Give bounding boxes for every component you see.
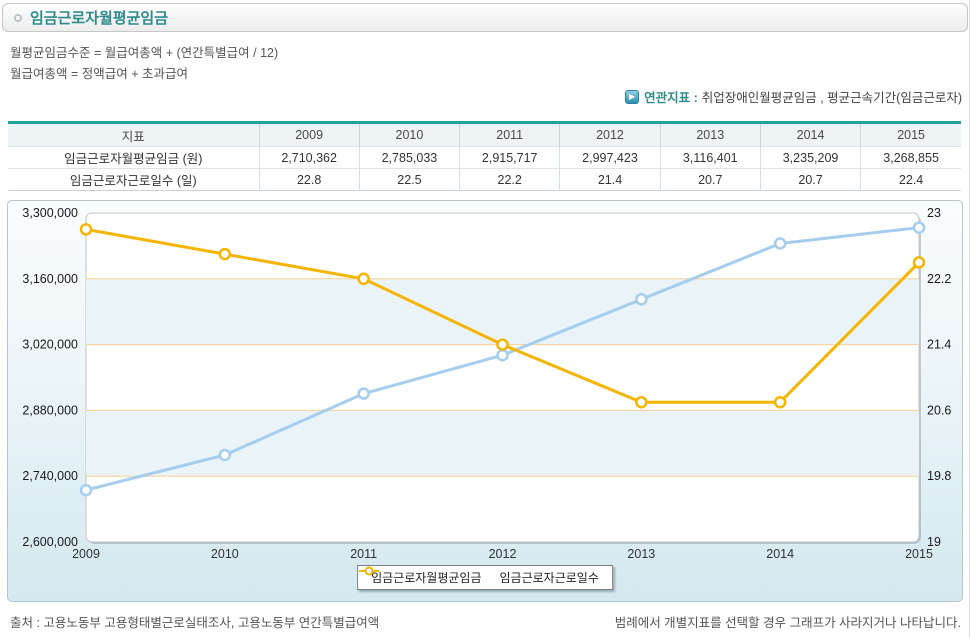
table-header-cell: 2010 [358, 122, 460, 147]
svg-text:2,600,000: 2,600,000 [22, 535, 78, 549]
table-header-cell: 2009 [258, 122, 360, 147]
table-cell: 21.4 [559, 168, 661, 191]
table-cell: 20.7 [659, 168, 761, 191]
related-indicators: ▶ 연관지표 : 취업장애인월평균임금 , 평균근속기간(임금근로자) [625, 87, 962, 106]
source-text: 출처 : 고용노동부 고용형태별근로실태조사, 고용노동부 연간특별급여액 [10, 616, 380, 630]
svg-text:3,300,000: 3,300,000 [22, 206, 78, 220]
formula-line-1: 월평균임금수준 = 월급여총액 + (연간특별급여 / 12) [10, 46, 279, 60]
related-indicators-links[interactable]: 취업장애인월평균임금 , 평균근속기간(임금근로자) [701, 91, 962, 105]
table-header-row: 지표 2009 2010 2011 2012 2013 2014 2015 [8, 122, 961, 147]
svg-text:2011: 2011 [350, 547, 377, 561]
table-header-cell: 2014 [759, 122, 861, 147]
formula-block: 월평균임금수준 = 월급여총액 + (연간특별급여 / 12) 월급여총액 = … [10, 43, 278, 85]
chart-legend: 임금근로자월평균임금 임금근로자근로일수 [357, 565, 613, 590]
table-row-label: 임금근로자근로일수 (일) [8, 168, 259, 191]
svg-text:3,020,000: 3,020,000 [22, 338, 78, 352]
table-cell: 22.2 [459, 168, 560, 191]
table-header-cell: 2013 [659, 122, 761, 147]
svg-text:2012: 2012 [489, 547, 517, 561]
svg-text:19: 19 [927, 535, 941, 549]
table-row: 임금근로자근로일수 (일) 22.8 22.5 22.2 21.4 20.7 2… [8, 168, 961, 191]
svg-text:22.2: 22.2 [927, 272, 951, 286]
legend-entry-wage[interactable]: 임금근로자월평균임금 [359, 566, 482, 586]
table-cell: 3,116,401 [659, 146, 761, 169]
svg-text:2009: 2009 [72, 547, 100, 561]
table-header-cell: 2015 [860, 122, 961, 147]
svg-text:21.4: 21.4 [927, 338, 951, 352]
svg-text:2014: 2014 [766, 547, 794, 561]
table-header-cell: 2011 [459, 122, 560, 147]
table-cell: 3,268,855 [860, 146, 961, 169]
legend-entry-workdays[interactable]: 임금근로자근로일수 [359, 566, 599, 586]
page-title: 임금근로자월평균임금 [30, 10, 169, 27]
svg-text:19.8: 19.8 [927, 469, 951, 483]
indicator-table: 지표 2009 2010 2011 2012 2013 2014 2015 임금… [8, 121, 961, 191]
yellow-line-marker-icon [359, 566, 380, 576]
legend-label: 임금근로자월평균임금 [371, 571, 482, 585]
table-cell: 22.8 [258, 168, 360, 191]
table-cell: 20.7 [759, 168, 861, 191]
legend-label: 임금근로자근로일수 [499, 571, 599, 585]
svg-text:2,880,000: 2,880,000 [22, 403, 78, 417]
svg-text:2,740,000: 2,740,000 [22, 469, 78, 483]
chart-container: 3,300,000 23 3,160,000 22.2 3,020,000 21.4 2,8… [7, 200, 963, 602]
play-icon: ▶ [625, 89, 640, 104]
table-cell: 22.4 [860, 168, 961, 191]
table-cell: 2,915,717 [459, 146, 560, 169]
table-header-cell: 2012 [559, 122, 661, 147]
svg-text:23: 23 [927, 206, 941, 220]
table-cell: 2,785,033 [358, 146, 460, 169]
title-bullet-icon [14, 13, 22, 22]
svg-text:2013: 2013 [627, 547, 655, 561]
table-row-label: 임금근로자월평균임금 (원) [8, 146, 259, 169]
svg-text:2010: 2010 [211, 547, 239, 561]
svg-text:2015: 2015 [905, 547, 933, 561]
table-header-cell: 지표 [8, 122, 259, 147]
table-cell: 22.5 [358, 168, 460, 191]
page-title-bar: 임금근로자월평균임금 [2, 3, 968, 32]
table-cell: 2,710,362 [258, 146, 360, 169]
table-cell: 3,235,209 [759, 146, 861, 169]
related-indicators-label: 연관지표 : [644, 91, 698, 105]
svg-text:20.6: 20.6 [927, 403, 951, 417]
svg-text:3,160,000: 3,160,000 [22, 272, 78, 286]
table-cell: 2,997,423 [559, 146, 661, 169]
formula-line-2: 월급여총액 = 정액급여 + 초과급여 [10, 67, 188, 81]
table-row: 임금근로자월평균임금 (원) 2,710,362 2,785,033 2,915… [8, 146, 961, 169]
legend-note: 범례에서 개별지표를 선택할 경우 그래프가 사라지거나 나타납니다. [614, 616, 961, 630]
line-chart: 3,300,000 23 3,160,000 22.2 3,020,000 21.4 2,8… [22, 206, 951, 561]
